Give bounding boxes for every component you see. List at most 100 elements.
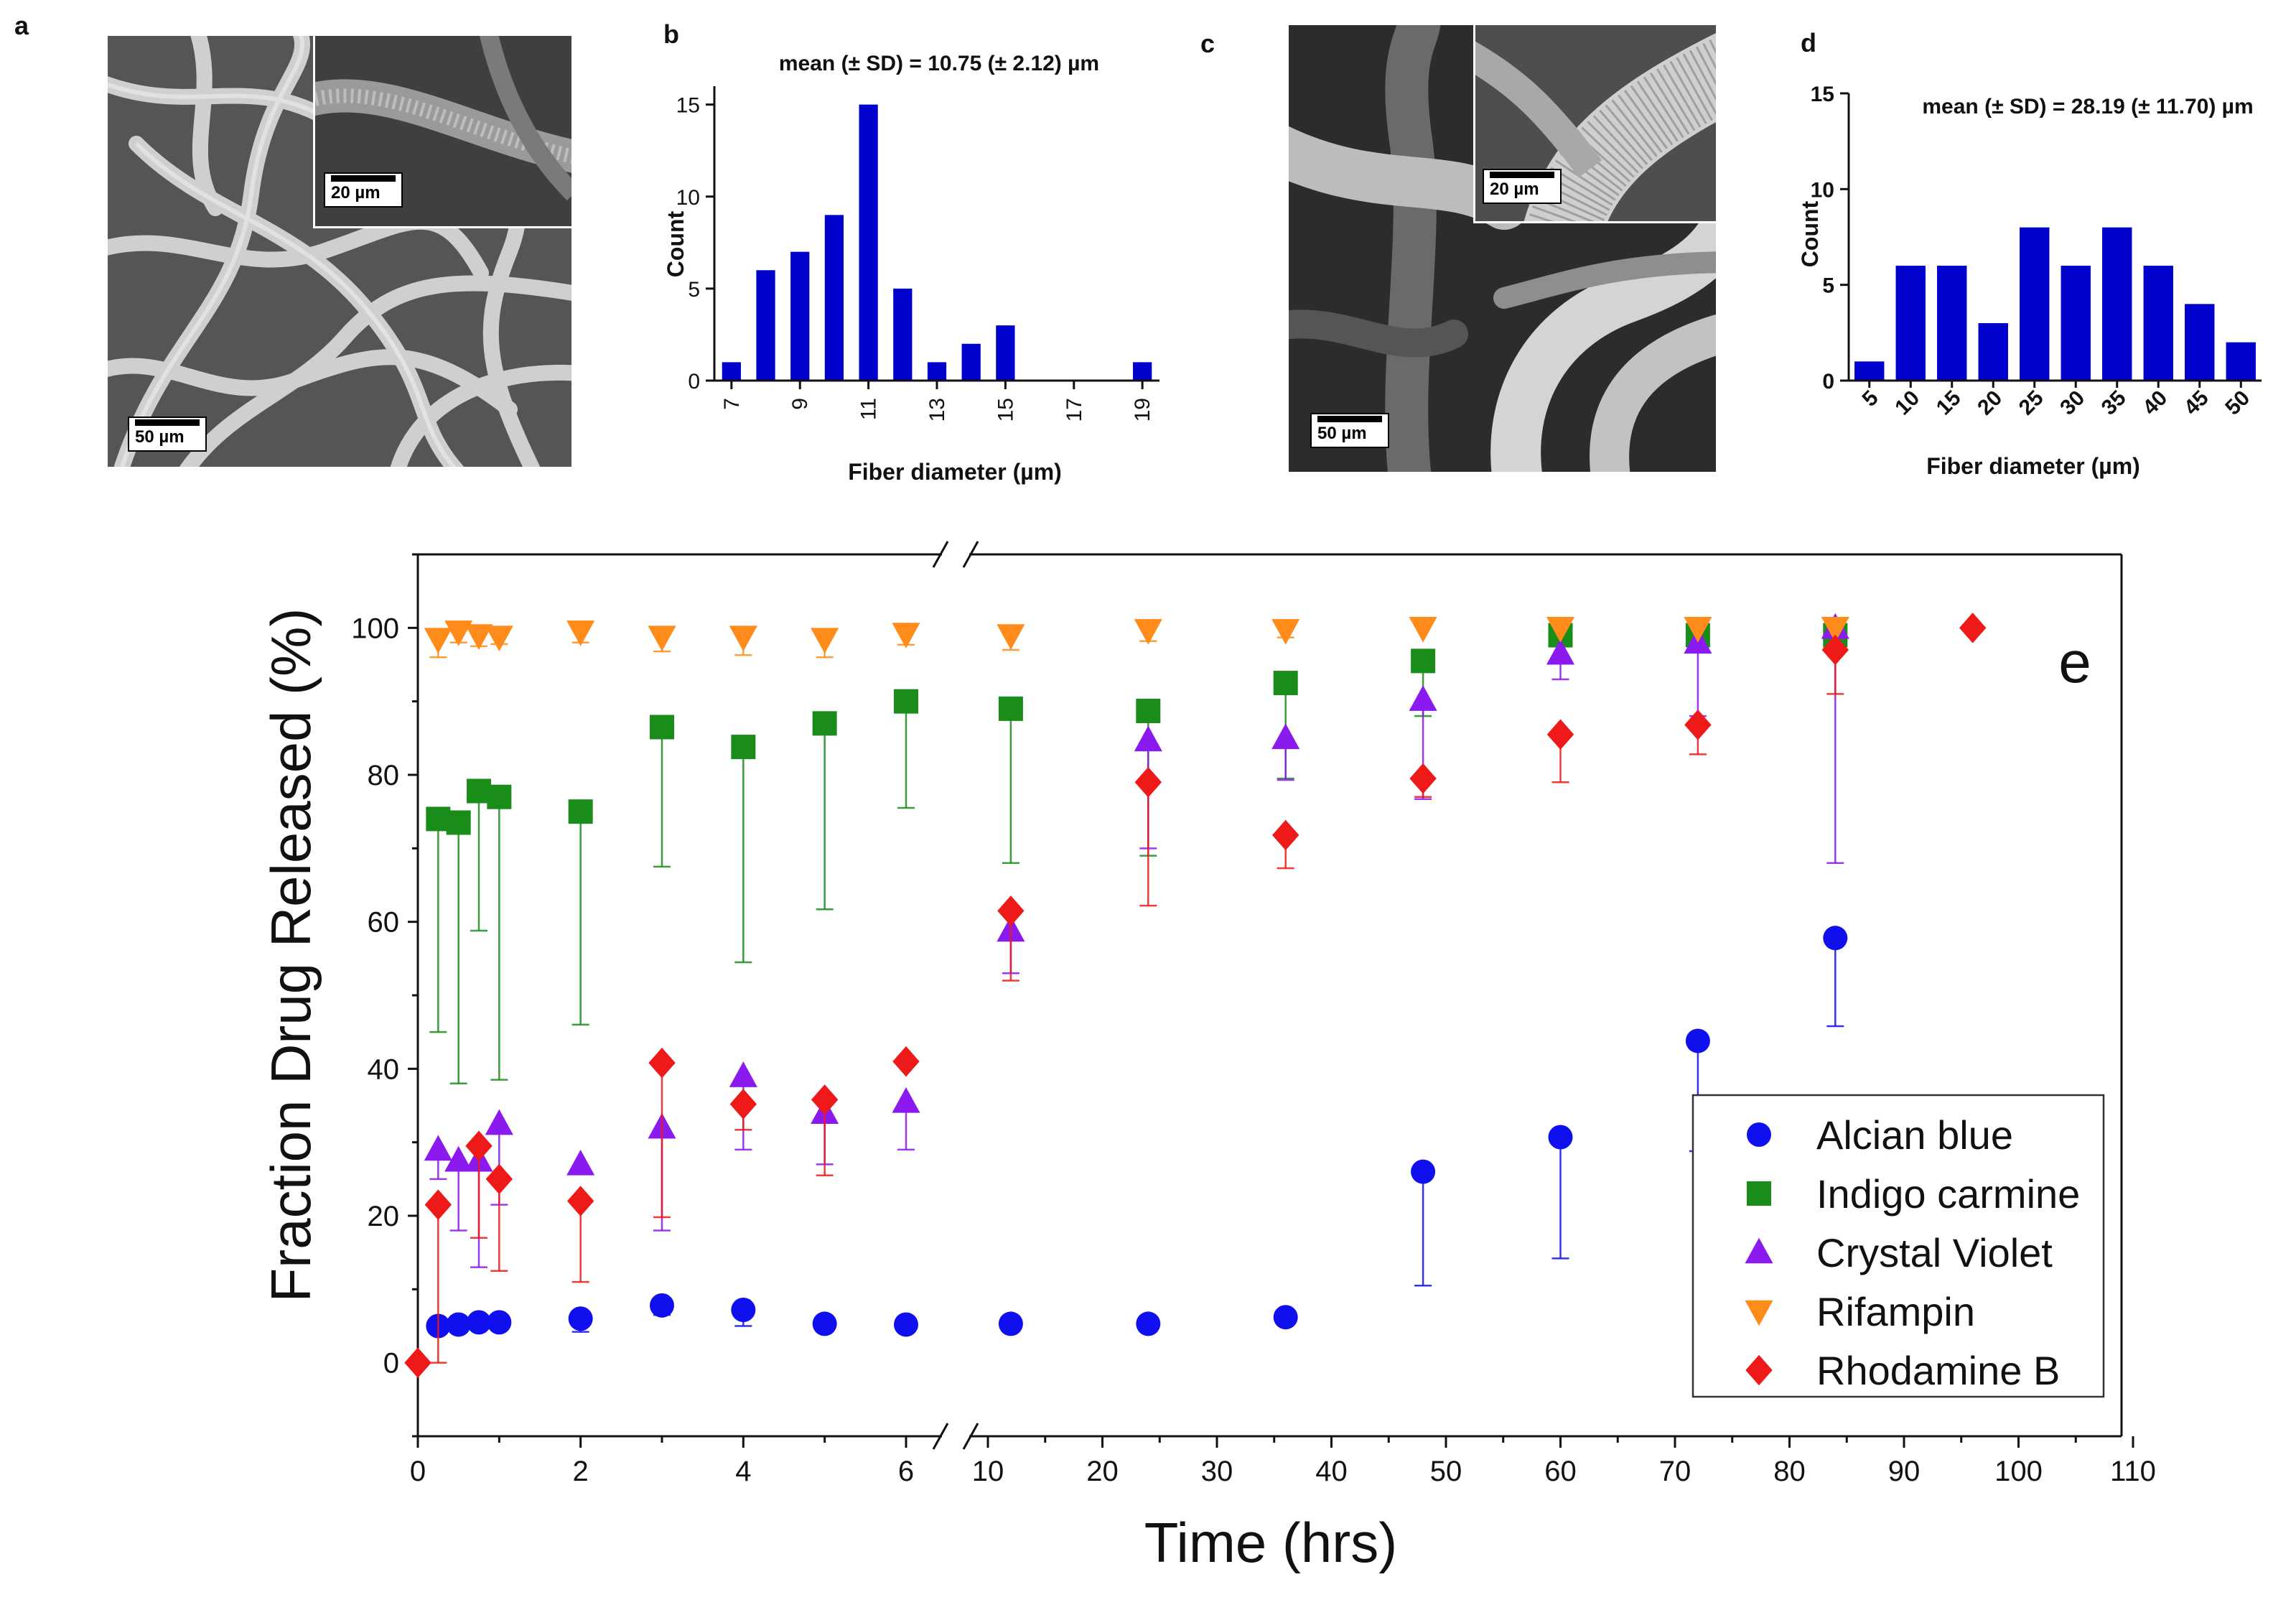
data-point (1134, 725, 1162, 752)
histogram-b-xtick-label: 17 (1063, 398, 1086, 422)
data-point (485, 1109, 513, 1135)
scale-bar-a-inset: 20 µm (324, 172, 403, 208)
histogram-d-xtick-label: 35 (2097, 386, 2131, 420)
data-point (1959, 613, 1987, 643)
data-point (1411, 1159, 1436, 1184)
histogram-b: b mean (± SD) = 10.75 (± 2.12) µm Count … (663, 19, 1159, 485)
histogram-b-xtick-label: 7 (720, 398, 744, 410)
data-point (485, 1163, 513, 1195)
histogram-b-title: mean (± SD) = 10.75 (± 2.12) µm (779, 52, 1099, 75)
release-chart-xtick-label: 0 (410, 1456, 426, 1487)
data-point (444, 620, 473, 646)
data-point (424, 1189, 452, 1220)
release-chart-axis-break-mark (932, 541, 949, 568)
data-point (892, 623, 920, 648)
release-chart-xtick-label: 80 (1773, 1456, 1806, 1487)
data-point (812, 1311, 837, 1336)
histogram-b-xtick-label: 11 (857, 398, 881, 420)
release-chart-xtick-label: 6 (898, 1456, 914, 1487)
data-point (426, 806, 451, 832)
histogram-b-ylabel: Count (663, 210, 689, 277)
data-point (467, 1310, 491, 1335)
histogram-d-bar (1937, 266, 1967, 381)
data-point (487, 784, 512, 809)
histogram-b-ytick-label: 10 (676, 186, 700, 210)
data-point (1684, 617, 1712, 643)
legend-label: Crystal Violet (1816, 1230, 2053, 1275)
histogram-b-bar (961, 343, 981, 381)
data-point (1409, 763, 1437, 794)
histogram-d-xtick-label: 10 (1890, 386, 1924, 420)
data-point (997, 895, 1025, 926)
data-point (729, 1061, 757, 1087)
histogram-d-bar (2061, 266, 2091, 381)
micrograph-c: 20 µm 50 µm (1289, 25, 1716, 472)
histogram-d-xlabel: Fiber diameter (µm) (1926, 453, 2140, 479)
release-chart-xtick-label: 70 (1659, 1456, 1691, 1487)
release-chart-xtick-label: 110 (2110, 1456, 2156, 1487)
data-point (1134, 619, 1162, 645)
data-point (424, 628, 452, 654)
histogram-d-ytick-label: 10 (1811, 178, 1834, 202)
histogram-d-ytick-label: 0 (1822, 370, 1834, 394)
data-point (812, 711, 837, 736)
histogram-d-bar (1854, 361, 1885, 381)
data-point (1271, 619, 1300, 645)
micrograph-c-inset: 20 µm (1473, 25, 1716, 223)
release-chart-ytick-label: 100 (351, 613, 399, 644)
data-point (568, 799, 593, 824)
histogram-d-ytick-label: 15 (1811, 83, 1834, 106)
legend-label: Indigo carmine (1816, 1171, 2080, 1216)
data-point (1136, 698, 1161, 723)
release-chart-xlabel: Time (hrs) (1144, 1511, 1397, 1574)
panel-letter-b: b (663, 19, 679, 49)
data-point (894, 689, 918, 714)
release-chart-xtick-label: 40 (1315, 1456, 1348, 1487)
data-point (404, 1347, 431, 1378)
data-point (1272, 819, 1299, 851)
release-chart-xtick-label: 100 (1994, 1456, 2043, 1487)
histogram-d-xtick-label: 50 (2221, 386, 2254, 420)
data-point (894, 1312, 918, 1337)
release-chart-e: Fraction Drug Released (%) Time (hrs) e … (259, 541, 2156, 1574)
data-point (731, 1297, 756, 1322)
histogram-d-xtick-label: 5 (1858, 386, 1883, 411)
histogram-b-bar (996, 325, 1015, 381)
histogram-d-bar (2185, 304, 2215, 381)
release-series-rhodamine-b (404, 613, 1987, 1378)
release-chart-ytick-label: 20 (368, 1201, 400, 1232)
data-point (1411, 648, 1436, 674)
release-chart-xtick-label: 20 (1086, 1456, 1119, 1487)
histogram-b-bar (824, 215, 844, 381)
histogram-b-ytick-label: 0 (688, 370, 700, 394)
legend-marker (1747, 1122, 1771, 1147)
release-chart-xtick-label: 2 (573, 1456, 589, 1487)
data-point (1546, 719, 1574, 750)
release-chart-axis-break-mark (962, 541, 979, 568)
histogram-d-bar (1978, 323, 2008, 381)
histogram-d-ylabel: Count (1797, 200, 1823, 267)
histogram-b-xtick-label: 9 (788, 398, 812, 410)
release-chart-xtick-label: 30 (1201, 1456, 1233, 1487)
release-series-alcian-blue (426, 926, 1848, 1339)
release-chart-ytick-label: 60 (368, 907, 400, 939)
data-point (997, 624, 1025, 650)
histogram-d-bar (2102, 227, 2132, 381)
data-point (487, 1310, 512, 1335)
histogram-d-ytick-label: 5 (1822, 274, 1834, 298)
scale-bar-c-inset: 20 µm (1483, 169, 1562, 204)
release-chart-ytick-label: 0 (383, 1348, 399, 1380)
release-chart-xtick-label: 90 (1888, 1456, 1921, 1487)
data-point (811, 1084, 839, 1115)
micrograph-a-inset: 20 µm (313, 36, 571, 228)
data-point (731, 735, 756, 760)
histogram-d-xtick-label: 25 (2015, 386, 2048, 420)
histogram-d-bar (2143, 266, 2173, 381)
histogram-b-xtick-label: 19 (1131, 398, 1154, 422)
histogram-d-bar (1895, 266, 1926, 381)
histogram-b-bar (790, 251, 810, 381)
micrograph-a: 20 µm 50 µm (108, 36, 571, 467)
histogram-d-xtick-label: 20 (1973, 386, 2007, 420)
data-point (566, 620, 595, 646)
release-chart-xtick-label: 60 (1544, 1456, 1577, 1487)
